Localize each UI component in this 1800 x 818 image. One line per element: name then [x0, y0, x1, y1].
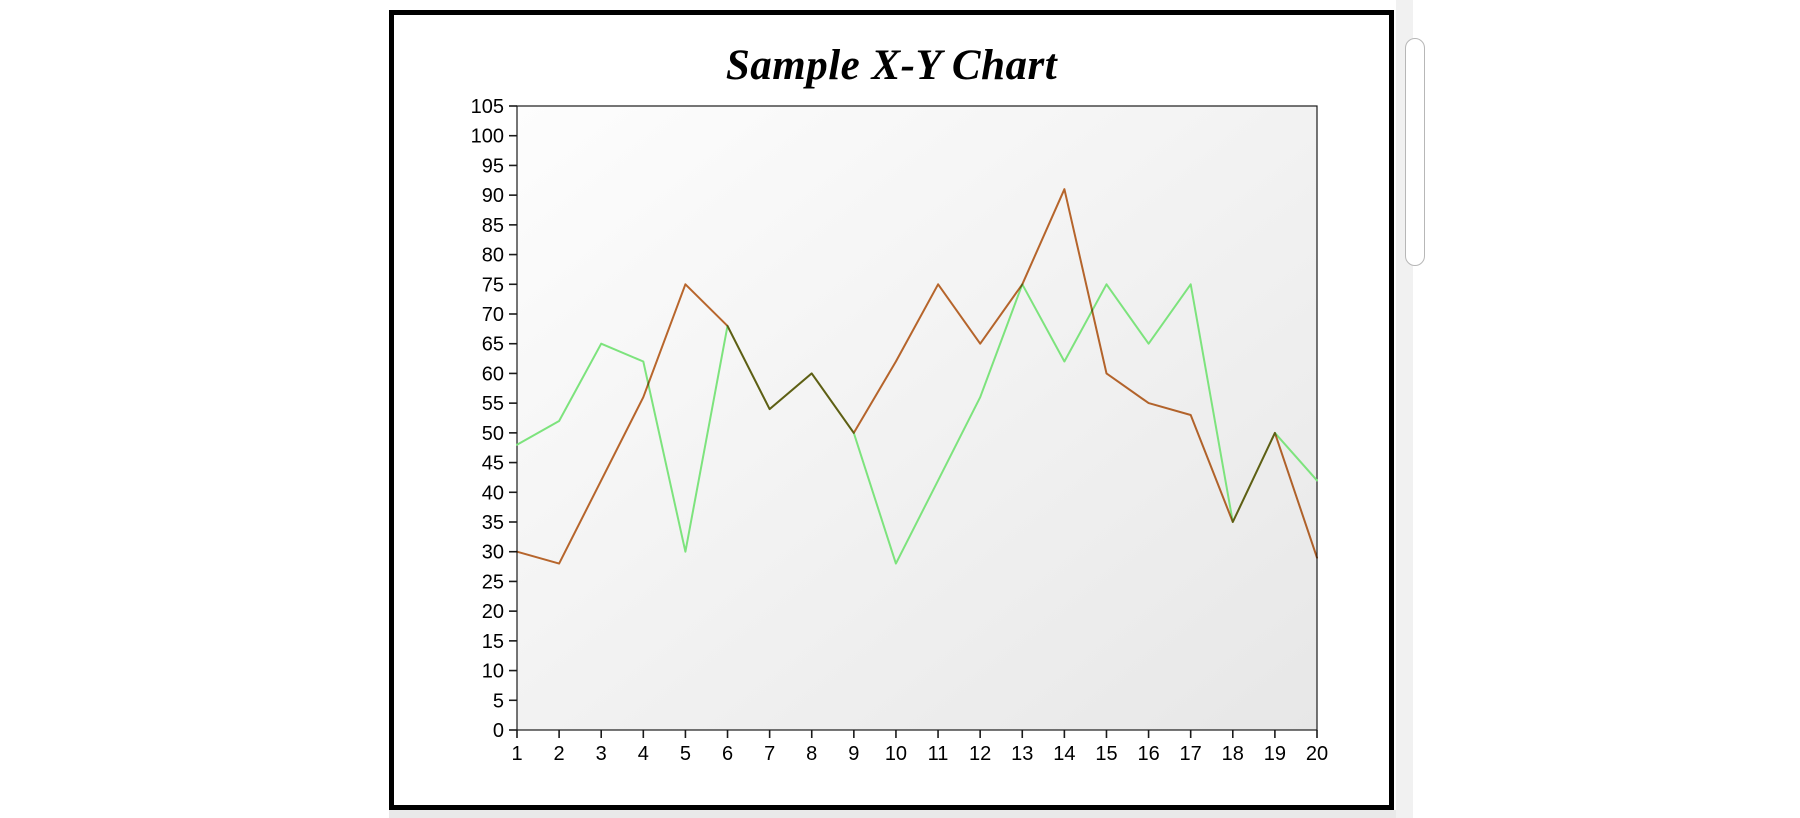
chart-title: Sample X-Y Chart: [725, 42, 1058, 89]
chart-box: Sample X-Y Chart: [389, 10, 1394, 810]
scrollbar-thumb[interactable]: [1405, 38, 1425, 266]
bottom-strip: [389, 810, 1396, 818]
